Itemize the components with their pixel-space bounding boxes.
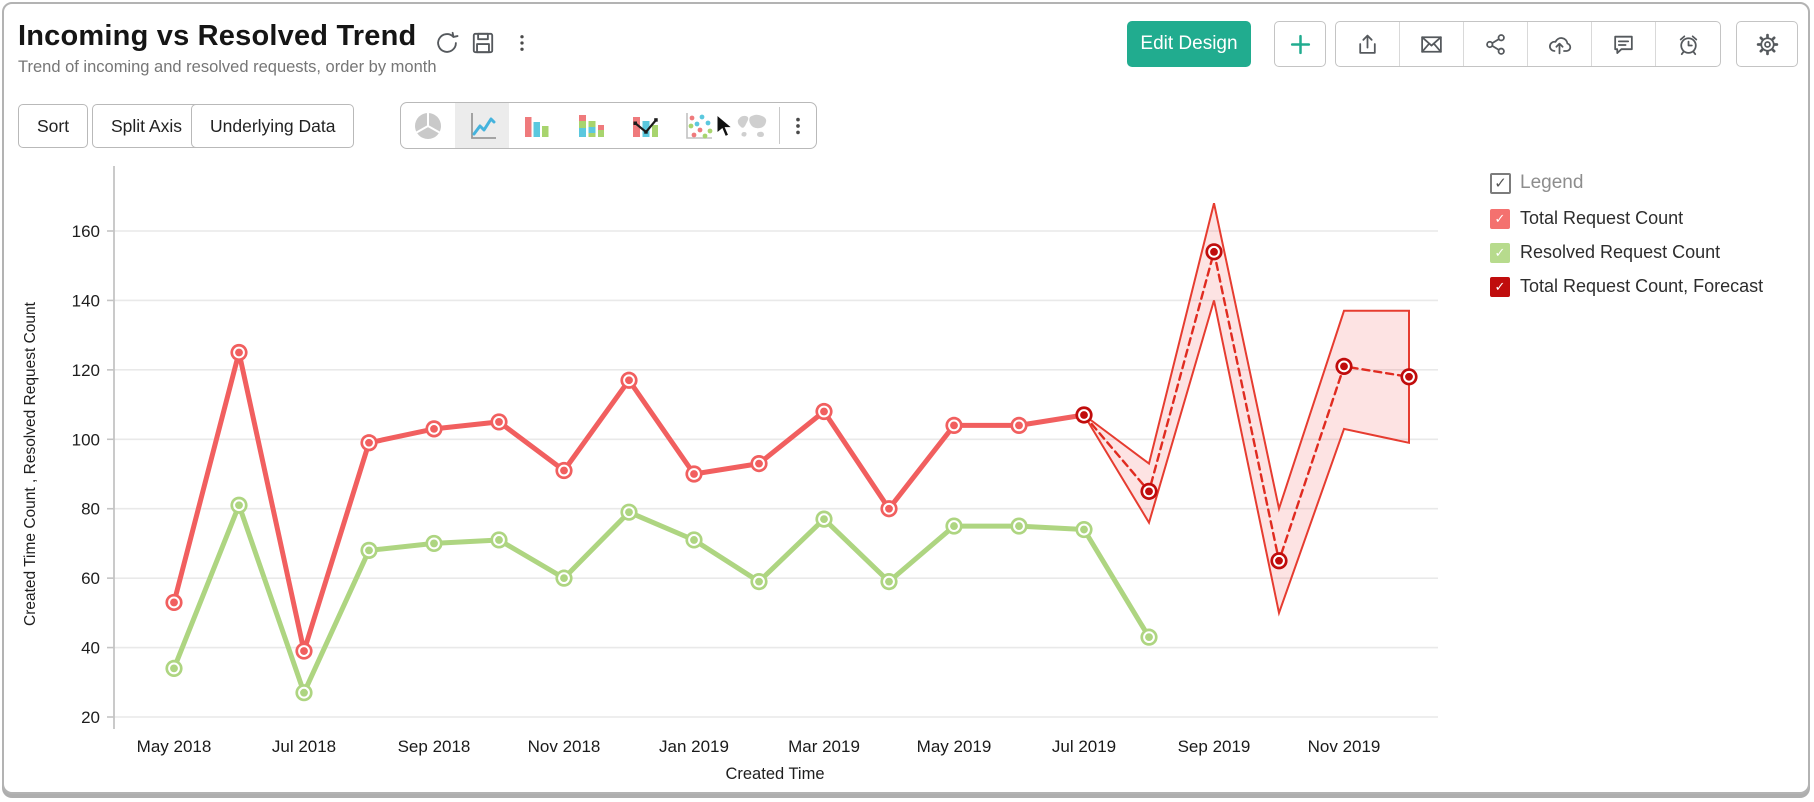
more-chart-types-button[interactable] bbox=[780, 103, 816, 148]
edit-design-button[interactable]: Edit Design bbox=[1127, 21, 1251, 67]
svg-text:Mar 2019: Mar 2019 bbox=[788, 737, 860, 756]
x-axis-labels: May 2018 Jul 2018 Sep 2018 Nov 2018 Jan 2019… bbox=[137, 737, 1381, 756]
svg-text:Sep 2019: Sep 2019 bbox=[1178, 737, 1251, 756]
legend-item-1[interactable]: ✓ Resolved Request Count bbox=[1490, 242, 1812, 263]
series-0-line[interactable] bbox=[165, 343, 1093, 660]
x-axis-title: Created Time bbox=[725, 765, 825, 783]
svg-text:140: 140 bbox=[72, 291, 100, 310]
svg-text:160: 160 bbox=[72, 222, 100, 241]
mouse-cursor-icon bbox=[716, 115, 734, 138]
svg-text:Jul 2019: Jul 2019 bbox=[1052, 737, 1116, 756]
chart-legend: ✓ Legend ✓ Total Request Count ✓ Resolved R… bbox=[1490, 172, 1812, 310]
chart-type-line-icon[interactable] bbox=[455, 103, 509, 148]
chart-type-bar-icon[interactable] bbox=[509, 103, 563, 148]
share-icon[interactable] bbox=[1464, 22, 1528, 66]
legend-swatch[interactable]: ✓ bbox=[1490, 242, 1510, 263]
svg-text:Jan 2019: Jan 2019 bbox=[659, 737, 729, 756]
legend-swatch[interactable]: ✓ bbox=[1490, 276, 1510, 297]
kebab-menu-icon[interactable] bbox=[512, 30, 532, 56]
cloud-upload-icon[interactable] bbox=[1528, 22, 1592, 66]
chart-canvas[interactable]: 20 40 60 80 100 120 140 160 May 2018 Jul 2018 Sep … bbox=[4, 152, 1474, 800]
comment-icon[interactable] bbox=[1592, 22, 1656, 66]
svg-text:May 2019: May 2019 bbox=[917, 737, 992, 756]
svg-text:Nov 2019: Nov 2019 bbox=[1308, 737, 1381, 756]
page-subtitle: Trend of incoming and resolved requests,… bbox=[18, 58, 437, 76]
page-title: Incoming vs Resolved Trend bbox=[18, 20, 417, 52]
svg-text:80: 80 bbox=[81, 500, 100, 519]
strip-divider bbox=[779, 107, 780, 144]
legend-item-2[interactable]: ✓ Total Request Count, Forecast bbox=[1490, 276, 1812, 297]
svg-text:Jul 2018: Jul 2018 bbox=[272, 737, 336, 756]
svg-text:40: 40 bbox=[81, 639, 100, 658]
series-1-line[interactable] bbox=[165, 496, 1158, 702]
legend-item-label: Total Request Count bbox=[1520, 208, 1684, 228]
add-button[interactable] bbox=[1274, 21, 1326, 67]
chart-type-stacked-bar-icon[interactable] bbox=[563, 103, 617, 148]
widget-action-group bbox=[1335, 21, 1721, 67]
export-icon[interactable] bbox=[1336, 22, 1400, 66]
refresh-icon[interactable] bbox=[434, 30, 460, 56]
save-icon[interactable] bbox=[470, 30, 496, 56]
gridlines: 20 40 60 80 100 120 140 160 bbox=[72, 166, 1438, 729]
series-2-line[interactable] bbox=[1075, 243, 1418, 570]
chart-type-scatter-icon[interactable] bbox=[671, 103, 725, 148]
chart-type-pie-icon[interactable] bbox=[401, 103, 455, 148]
chart-type-combo-icon[interactable] bbox=[617, 103, 671, 148]
legend-title: Legend bbox=[1520, 172, 1584, 193]
alarm-icon[interactable] bbox=[1656, 22, 1720, 66]
legend-item-label: Resolved Request Count bbox=[1520, 242, 1721, 262]
svg-text:60: 60 bbox=[81, 569, 100, 588]
legend-swatch[interactable]: ✓ bbox=[1490, 208, 1510, 229]
chart-type-map-icon[interactable] bbox=[725, 103, 779, 148]
underlying-data-button[interactable]: Underlying Data bbox=[191, 104, 355, 148]
legend-toggle[interactable]: ✓ Legend bbox=[1490, 172, 1812, 194]
svg-text:May 2018: May 2018 bbox=[137, 737, 212, 756]
chart-type-strip bbox=[400, 102, 817, 149]
split-axis-button[interactable]: Split Axis bbox=[92, 104, 201, 148]
svg-text:100: 100 bbox=[72, 430, 100, 449]
legend-item-label: Total Request Count, Forecast bbox=[1520, 276, 1764, 296]
svg-text:Nov 2018: Nov 2018 bbox=[528, 737, 601, 756]
svg-text:120: 120 bbox=[72, 361, 100, 380]
svg-text:20: 20 bbox=[81, 708, 100, 727]
settings-gear-icon[interactable] bbox=[1736, 21, 1798, 67]
email-icon[interactable] bbox=[1400, 22, 1464, 66]
legend-checkbox[interactable]: ✓ bbox=[1490, 172, 1511, 194]
legend-item-0[interactable]: ✓ Total Request Count bbox=[1490, 208, 1812, 229]
svg-text:Sep 2018: Sep 2018 bbox=[398, 737, 471, 756]
sort-button[interactable]: Sort bbox=[18, 104, 89, 148]
